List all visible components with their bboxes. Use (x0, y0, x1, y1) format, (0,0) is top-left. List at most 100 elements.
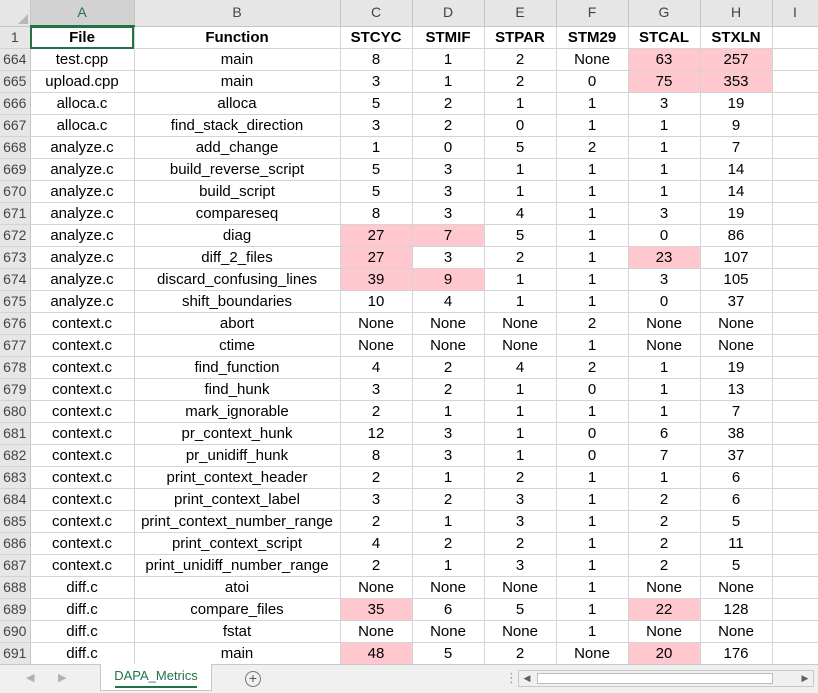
row-header[interactable]: 672 (0, 224, 31, 247)
cell-b666[interactable]: alloca (134, 92, 341, 115)
row-header[interactable]: 682 (0, 444, 31, 467)
cell-b670[interactable]: build_script (134, 180, 341, 203)
cell-i691[interactable] (772, 642, 818, 664)
cell-e678[interactable]: 4 (484, 356, 557, 379)
cell-b690[interactable]: fstat (134, 620, 341, 643)
cell-h675[interactable]: 37 (700, 290, 773, 313)
cell-a668[interactable]: analyze.c (30, 136, 135, 159)
cell-c689[interactable]: 35 (340, 598, 413, 621)
row-header[interactable]: 687 (0, 554, 31, 577)
cell-h676[interactable]: None (700, 312, 773, 335)
cell-f682[interactable]: 0 (556, 444, 629, 467)
cell-i676[interactable] (772, 312, 818, 335)
cell-i665[interactable] (772, 70, 818, 93)
row-header[interactable]: 665 (0, 70, 31, 93)
cell-e684[interactable]: 3 (484, 488, 557, 511)
cell-e690[interactable]: None (484, 620, 557, 643)
cell-a676[interactable]: context.c (30, 312, 135, 335)
cell-e691[interactable]: 2 (484, 642, 557, 664)
cell-h1[interactable]: STXLN (700, 26, 773, 49)
cell-h666[interactable]: 19 (700, 92, 773, 115)
cell-h690[interactable]: None (700, 620, 773, 643)
cell-a686[interactable]: context.c (30, 532, 135, 555)
cell-h669[interactable]: 14 (700, 158, 773, 181)
cell-e664[interactable]: 2 (484, 48, 557, 71)
cell-d687[interactable]: 1 (412, 554, 485, 577)
cell-d679[interactable]: 2 (412, 378, 485, 401)
cell-f676[interactable]: 2 (556, 312, 629, 335)
cell-a688[interactable]: diff.c (30, 576, 135, 599)
cell-g680[interactable]: 1 (628, 400, 701, 423)
cell-e673[interactable]: 2 (484, 246, 557, 269)
cell-g669[interactable]: 1 (628, 158, 701, 181)
cell-c685[interactable]: 2 (340, 510, 413, 533)
cell-e681[interactable]: 1 (484, 422, 557, 445)
cell-d671[interactable]: 3 (412, 202, 485, 225)
scroll-right-arrow-icon[interactable]: ▶ (801, 673, 809, 683)
cell-b664[interactable]: main (134, 48, 341, 71)
cell-d681[interactable]: 3 (412, 422, 485, 445)
cell-f683[interactable]: 1 (556, 466, 629, 489)
cell-e686[interactable]: 2 (484, 532, 557, 555)
row-header[interactable]: 669 (0, 158, 31, 181)
cell-b688[interactable]: atoi (134, 576, 341, 599)
row-header[interactable]: 671 (0, 202, 31, 225)
row-header[interactable]: 690 (0, 620, 31, 643)
column-header-h[interactable]: H (700, 0, 773, 27)
cell-e672[interactable]: 5 (484, 224, 557, 247)
cell-d664[interactable]: 1 (412, 48, 485, 71)
cell-c672[interactable]: 27 (340, 224, 413, 247)
cell-h677[interactable]: None (700, 334, 773, 357)
cell-a671[interactable]: analyze.c (30, 202, 135, 225)
cell-c666[interactable]: 5 (340, 92, 413, 115)
cell-f689[interactable]: 1 (556, 598, 629, 621)
cell-h678[interactable]: 19 (700, 356, 773, 379)
cell-g678[interactable]: 1 (628, 356, 701, 379)
cell-g679[interactable]: 1 (628, 378, 701, 401)
next-sheet-icon[interactable]: ▶ (58, 672, 67, 684)
cell-d682[interactable]: 3 (412, 444, 485, 467)
row-header[interactable]: 685 (0, 510, 31, 533)
cell-e680[interactable]: 1 (484, 400, 557, 423)
cell-e667[interactable]: 0 (484, 114, 557, 137)
cell-a681[interactable]: context.c (30, 422, 135, 445)
cell-b686[interactable]: print_context_script (134, 532, 341, 555)
cell-h673[interactable]: 107 (700, 246, 773, 269)
column-header-d[interactable]: D (412, 0, 485, 27)
cell-e675[interactable]: 1 (484, 290, 557, 313)
cell-c690[interactable]: None (340, 620, 413, 643)
cell-d686[interactable]: 2 (412, 532, 485, 555)
cell-e683[interactable]: 2 (484, 466, 557, 489)
cell-d691[interactable]: 5 (412, 642, 485, 664)
cell-g682[interactable]: 7 (628, 444, 701, 467)
cell-f670[interactable]: 1 (556, 180, 629, 203)
cell-f687[interactable]: 1 (556, 554, 629, 577)
cell-d685[interactable]: 1 (412, 510, 485, 533)
cell-g675[interactable]: 0 (628, 290, 701, 313)
cell-i668[interactable] (772, 136, 818, 159)
cell-i666[interactable] (772, 92, 818, 115)
cell-d675[interactable]: 4 (412, 290, 485, 313)
cell-i667[interactable] (772, 114, 818, 137)
cell-i670[interactable] (772, 180, 818, 203)
cell-f684[interactable]: 1 (556, 488, 629, 511)
cell-e669[interactable]: 1 (484, 158, 557, 181)
cell-c670[interactable]: 5 (340, 180, 413, 203)
cell-h686[interactable]: 11 (700, 532, 773, 555)
cell-b1[interactable]: Function (134, 26, 341, 49)
cell-d689[interactable]: 6 (412, 598, 485, 621)
cell-g677[interactable]: None (628, 334, 701, 357)
cell-e674[interactable]: 1 (484, 268, 557, 291)
cell-h674[interactable]: 105 (700, 268, 773, 291)
cell-i677[interactable] (772, 334, 818, 357)
cell-d674[interactable]: 9 (412, 268, 485, 291)
cell-a677[interactable]: context.c (30, 334, 135, 357)
row-header[interactable]: 678 (0, 356, 31, 379)
cell-b668[interactable]: add_change (134, 136, 341, 159)
cell-g686[interactable]: 2 (628, 532, 701, 555)
cell-h684[interactable]: 6 (700, 488, 773, 511)
cell-a673[interactable]: analyze.c (30, 246, 135, 269)
cell-f690[interactable]: 1 (556, 620, 629, 643)
cell-f665[interactable]: 0 (556, 70, 629, 93)
cell-f677[interactable]: 1 (556, 334, 629, 357)
